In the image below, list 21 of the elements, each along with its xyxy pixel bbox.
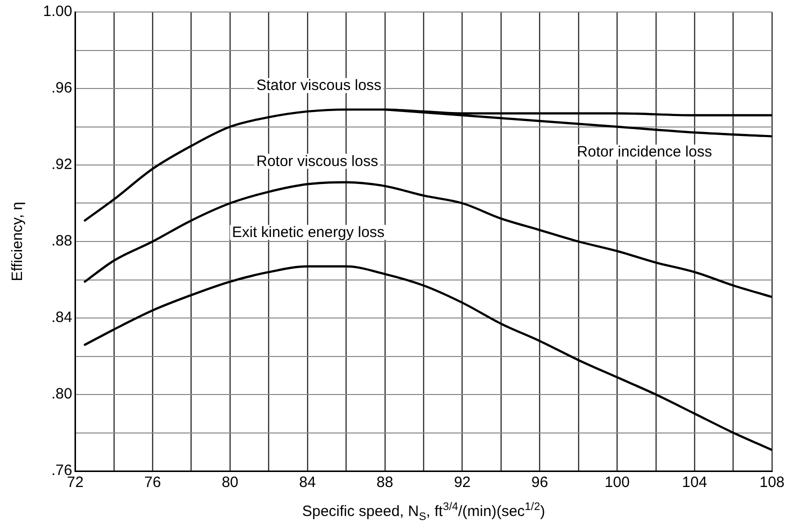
y-tick-label: .88 — [51, 232, 72, 250]
y-axis-title: Efficiency, η — [9, 202, 26, 282]
y-tick-label: .96 — [51, 80, 72, 97]
x-tick-label: 80 — [222, 474, 238, 492]
x-tick-label: 104 — [682, 474, 708, 492]
annotation: Rotor incidence loss — [576, 144, 712, 161]
x-tick-label: 72 — [66, 474, 84, 492]
y-tick-label: .80 — [51, 386, 72, 403]
annotation: Exit kinetic energy loss — [232, 224, 385, 241]
y-tick-label: .84 — [51, 309, 72, 326]
annotation: Stator viscous loss — [256, 77, 382, 94]
y-tick-label: .92 — [51, 156, 72, 174]
x-tick-label: 108 — [759, 474, 785, 492]
annotation: Rotor viscous loss — [256, 152, 378, 170]
x-tick-label: 92 — [454, 474, 471, 492]
x-tick-label: 84 — [299, 474, 316, 492]
y-tick-label: 1.00 — [42, 3, 72, 20]
x-tick-label: 88 — [376, 474, 394, 492]
x-tick-label: 100 — [604, 474, 630, 492]
x-tick-label: 96 — [531, 474, 548, 492]
x-tick-label: 76 — [144, 474, 161, 492]
